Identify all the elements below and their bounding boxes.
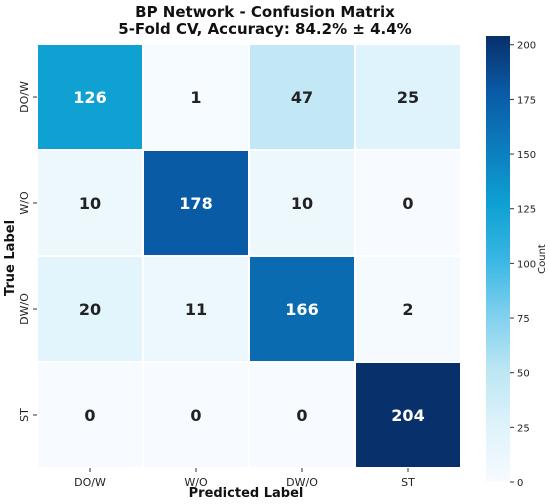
heatmap-cell	[142, 149, 250, 257]
x-axis-label: Predicted Label	[189, 486, 304, 501]
heatmap-cell	[36, 43, 144, 151]
colorbar-tick-label: 25	[517, 423, 530, 434]
heatmap-cell	[354, 361, 462, 469]
colorbar-tick-label: 75	[517, 314, 530, 325]
cell-value-label: 126	[73, 88, 106, 107]
cell-value-label: 0	[296, 406, 307, 425]
cell-value-label: 10	[79, 194, 101, 213]
chart-subtitle: 5-Fold CV, Accuracy: 84.2% ± 4.4%	[118, 20, 411, 38]
heatmap-cell	[354, 149, 462, 257]
y-tick-label: DO/W	[18, 81, 31, 113]
colorbar-tick-label: 150	[517, 150, 536, 161]
heatmap-cell	[354, 255, 462, 363]
colorbar-tick-label: 50	[517, 369, 530, 380]
heatmap-cell	[142, 255, 250, 363]
cell-value-label: 11	[185, 300, 207, 319]
y-tick-label: W/O	[18, 191, 31, 215]
colorbar-tick-label: 125	[517, 205, 536, 216]
heatmap-cell	[248, 43, 356, 151]
x-tick-label: DW/O	[286, 476, 318, 489]
y-tick-label: ST	[18, 408, 31, 422]
x-tick-label: ST	[401, 476, 415, 489]
y-axis-ticks: DO/W W/O DW/O ST	[18, 81, 37, 422]
colorbar-tick-label: 0	[517, 478, 523, 489]
colorbar-label: Count	[537, 244, 548, 274]
cell-value-label: 47	[291, 88, 313, 107]
cell-value-label: 166	[285, 300, 318, 319]
cell-value-label: 204	[391, 406, 424, 425]
colorbar-ticks: 0 25 50 75 100 125 150 175 200	[510, 41, 536, 489]
y-tick-label: DW/O	[18, 293, 31, 325]
cell-value-label: 25	[397, 88, 419, 107]
cell-value-label: 10	[291, 194, 313, 213]
x-axis-ticks: DO/W W/O DW/O ST	[74, 468, 415, 489]
cell-value-label: 1	[190, 88, 201, 107]
y-axis-label: True Label	[3, 220, 18, 296]
colorbar	[486, 36, 510, 482]
heatmap-cells	[36, 43, 462, 469]
x-tick-label: W/O	[184, 476, 208, 489]
cell-value-label: 0	[84, 406, 95, 425]
cell-value-label: 0	[402, 194, 413, 213]
heatmap-cell	[142, 43, 250, 151]
heatmap-cell	[142, 361, 250, 469]
x-tick-label: DO/W	[74, 476, 106, 489]
cell-value-label: 2	[402, 300, 413, 319]
chart-title: BP Network - Confusion Matrix	[135, 3, 395, 21]
cell-value-label: 178	[179, 194, 212, 213]
colorbar-tick-label: 175	[517, 95, 536, 106]
cell-value-label: 0	[190, 406, 201, 425]
heatmap-cell	[354, 43, 462, 151]
colorbar-tick-label: 100	[517, 259, 536, 270]
colorbar-tick-label: 200	[517, 41, 536, 52]
cell-value-label: 20	[79, 300, 101, 319]
